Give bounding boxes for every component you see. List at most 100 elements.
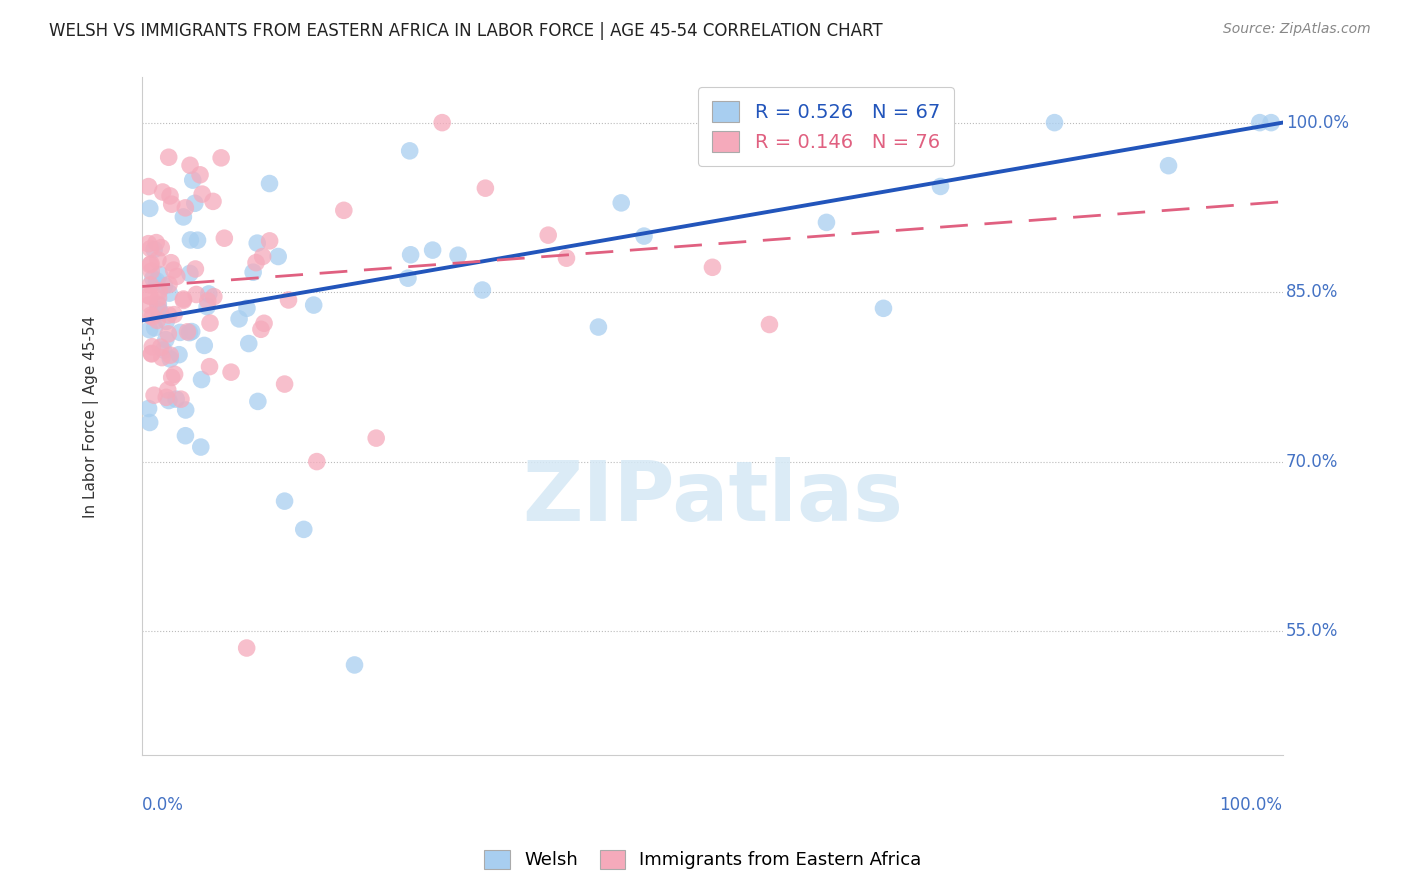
- Point: [138, 323, 160, 337]
- Point: [305, 454, 328, 468]
- Point: [1043, 115, 1066, 129]
- Point: [148, 297, 170, 311]
- Point: [758, 318, 780, 332]
- Point: [245, 255, 267, 269]
- Point: [471, 283, 494, 297]
- Point: [209, 151, 232, 165]
- Point: [157, 308, 180, 322]
- Point: [141, 264, 163, 278]
- Point: [141, 347, 163, 361]
- Point: [277, 293, 299, 307]
- Point: [157, 150, 180, 164]
- Point: [179, 326, 201, 340]
- Point: [160, 370, 183, 384]
- Point: [152, 343, 174, 357]
- Point: [474, 181, 496, 195]
- Point: [174, 403, 197, 417]
- Point: [259, 177, 281, 191]
- Point: [702, 137, 724, 152]
- Point: [366, 431, 388, 445]
- Point: [159, 189, 181, 203]
- Point: [555, 251, 578, 265]
- Point: [172, 292, 194, 306]
- Point: [396, 271, 419, 285]
- Point: [176, 325, 198, 339]
- Point: [149, 340, 172, 354]
- Point: [165, 392, 187, 406]
- Point: [142, 271, 165, 285]
- Point: [537, 228, 560, 243]
- Point: [139, 242, 162, 256]
- Point: [138, 401, 160, 416]
- Point: [156, 383, 179, 397]
- Point: [141, 310, 163, 324]
- Point: [159, 351, 181, 366]
- Point: [146, 252, 169, 267]
- Point: [160, 197, 183, 211]
- Point: [146, 313, 169, 327]
- Legend: Welsh, Immigrants from Eastern Africa: Welsh, Immigrants from Eastern Africa: [475, 840, 931, 879]
- Point: [163, 308, 186, 322]
- Point: [610, 195, 633, 210]
- Point: [146, 298, 169, 312]
- Point: [1260, 115, 1282, 129]
- Point: [139, 308, 162, 322]
- Text: In Labor Force | Age 45-54: In Labor Force | Age 45-54: [83, 315, 98, 517]
- Point: [150, 351, 173, 365]
- Text: Source: ZipAtlas.com: Source: ZipAtlas.com: [1223, 22, 1371, 37]
- Text: 100.0%: 100.0%: [1219, 796, 1282, 814]
- Point: [138, 298, 160, 312]
- Point: [149, 304, 172, 318]
- Point: [163, 263, 186, 277]
- Point: [188, 168, 211, 182]
- Point: [157, 286, 180, 301]
- Point: [157, 326, 180, 341]
- Point: [184, 262, 207, 277]
- Point: [235, 640, 257, 655]
- Point: [273, 494, 295, 508]
- Point: [163, 368, 186, 382]
- Point: [250, 322, 273, 336]
- Legend: R = 0.526   N = 67, R = 0.146   N = 76: R = 0.526 N = 67, R = 0.146 N = 76: [699, 87, 953, 166]
- Point: [202, 290, 225, 304]
- Point: [174, 201, 197, 215]
- Point: [179, 233, 201, 247]
- Point: [398, 144, 420, 158]
- Point: [219, 365, 242, 379]
- Point: [190, 373, 212, 387]
- Point: [143, 388, 166, 402]
- Point: [160, 256, 183, 270]
- Point: [197, 287, 219, 301]
- Point: [202, 194, 225, 209]
- Point: [195, 300, 218, 314]
- Point: [139, 277, 162, 292]
- Point: [138, 288, 160, 302]
- Point: [169, 326, 191, 340]
- Point: [214, 231, 236, 245]
- Point: [143, 320, 166, 334]
- Point: [447, 248, 470, 262]
- Point: [148, 291, 170, 305]
- Point: [273, 377, 295, 392]
- Point: [333, 203, 356, 218]
- Point: [180, 325, 202, 339]
- Point: [633, 229, 655, 244]
- Point: [186, 287, 208, 301]
- Point: [302, 298, 325, 312]
- Point: [186, 233, 208, 247]
- Point: [815, 215, 838, 229]
- Point: [190, 440, 212, 454]
- Point: [139, 202, 162, 216]
- Point: [343, 657, 366, 672]
- Point: [191, 187, 214, 202]
- Point: [138, 179, 160, 194]
- Point: [141, 346, 163, 360]
- Point: [872, 301, 894, 316]
- Point: [246, 236, 269, 251]
- Point: [236, 301, 259, 316]
- Point: [198, 316, 221, 330]
- Point: [399, 248, 422, 262]
- Point: [141, 340, 163, 354]
- Point: [138, 416, 160, 430]
- Point: [184, 196, 207, 211]
